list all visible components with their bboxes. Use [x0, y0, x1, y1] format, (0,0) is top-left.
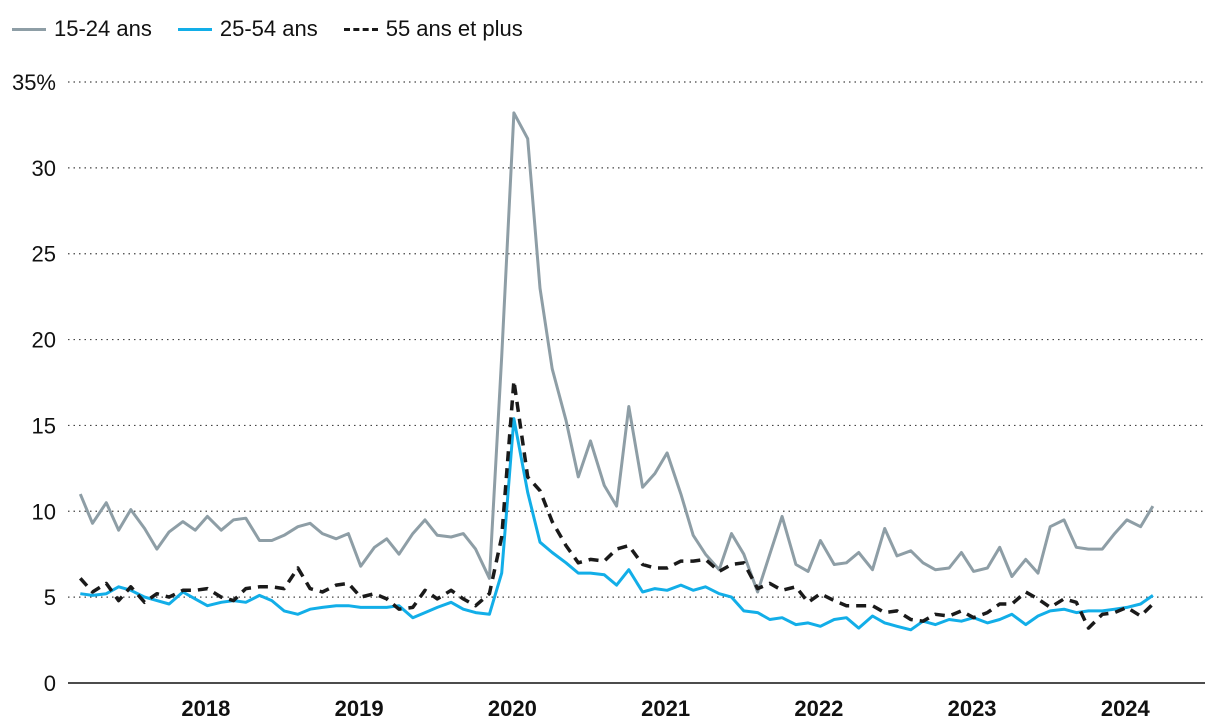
x-axis-ticks: 2018 2019 2020 2021 2022 2023 2024 [181, 696, 1150, 721]
y-tick-label: 35% [12, 70, 56, 95]
legend-swatch-55-plus [343, 27, 378, 31]
legend-swatch-25-54 [177, 27, 212, 31]
series-line-0 [78, 111, 1155, 594]
y-tick-label: 30 [32, 156, 56, 181]
x-tick-label: 2018 [181, 696, 230, 721]
legend-item-55-plus[interactable]: 55 ans et plus [343, 16, 523, 42]
series-lines [78, 111, 1155, 632]
legend: 15-24 ans 25-54 ans 55 ans et plus [12, 14, 549, 44]
y-tick-label: 15 [32, 413, 56, 438]
series-line-1 [80, 417, 1154, 632]
legend-item-25-54[interactable]: 25-54 ans [177, 16, 318, 42]
x-tick-label: 2021 [641, 696, 690, 721]
x-tick-label: 2019 [335, 696, 384, 721]
x-tick-label: 2022 [794, 696, 843, 721]
x-tick-label: 2024 [1101, 696, 1151, 721]
y-tick-label: 20 [32, 328, 56, 353]
y-axis-ticks: 0 5 10 15 20 25 30 35% [12, 70, 56, 696]
x-tick-label: 2023 [948, 696, 997, 721]
y-tick-label: 10 [32, 499, 56, 524]
legend-label-25-54: 25-54 ans [219, 16, 318, 41]
legend-label-55-plus: 55 ans et plus [385, 16, 523, 41]
gridlines [68, 81, 1205, 684]
y-tick-label: 25 [32, 242, 56, 267]
y-tick-label: 0 [44, 671, 56, 696]
legend-item-15-24[interactable]: 15-24 ans [12, 16, 152, 42]
legend-swatch-15-24 [12, 27, 46, 31]
series-line-2 [78, 379, 1155, 630]
y-tick-label: 5 [44, 585, 56, 610]
x-tick-label: 2020 [488, 696, 537, 721]
legend-label-15-24: 15-24 ans [54, 16, 152, 41]
